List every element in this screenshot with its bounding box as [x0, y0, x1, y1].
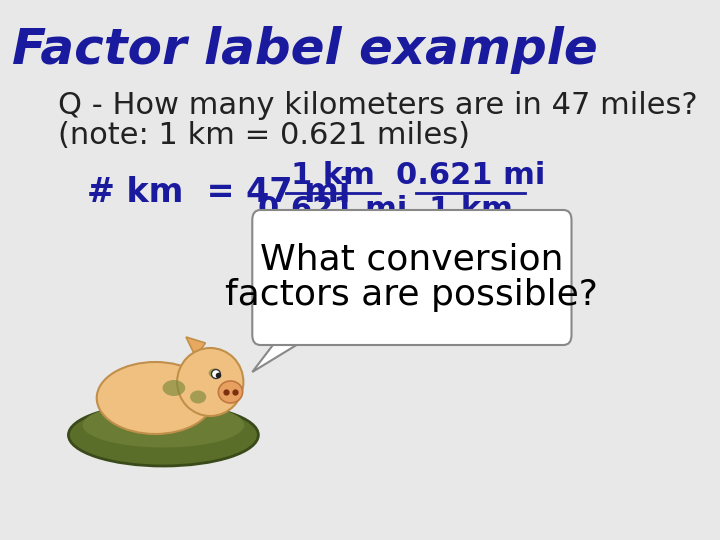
- Ellipse shape: [177, 348, 243, 416]
- Polygon shape: [186, 337, 205, 357]
- Text: Q - How many kilometers are in 47 miles?: Q - How many kilometers are in 47 miles?: [58, 91, 698, 119]
- Ellipse shape: [212, 369, 220, 379]
- FancyBboxPatch shape: [252, 210, 572, 345]
- Ellipse shape: [83, 402, 244, 448]
- Text: 0.621 mi: 0.621 mi: [396, 161, 545, 191]
- Text: factors are possible?: factors are possible?: [225, 279, 598, 313]
- Ellipse shape: [96, 362, 214, 434]
- Text: (note: 1 km = 0.621 miles): (note: 1 km = 0.621 miles): [58, 120, 470, 150]
- Polygon shape: [252, 335, 313, 372]
- Ellipse shape: [163, 380, 185, 396]
- Text: What conversion: What conversion: [260, 242, 564, 276]
- Text: 1 km: 1 km: [291, 161, 375, 191]
- Text: 1 km: 1 km: [428, 195, 513, 225]
- Polygon shape: [272, 325, 317, 333]
- Ellipse shape: [190, 390, 206, 403]
- Ellipse shape: [218, 381, 243, 403]
- Ellipse shape: [209, 368, 220, 377]
- Text: # km  = 47 mi: # km = 47 mi: [86, 177, 350, 210]
- Text: Factor label example: Factor label example: [12, 26, 598, 74]
- Ellipse shape: [68, 404, 258, 466]
- Text: 0.621 mi: 0.621 mi: [258, 195, 408, 225]
